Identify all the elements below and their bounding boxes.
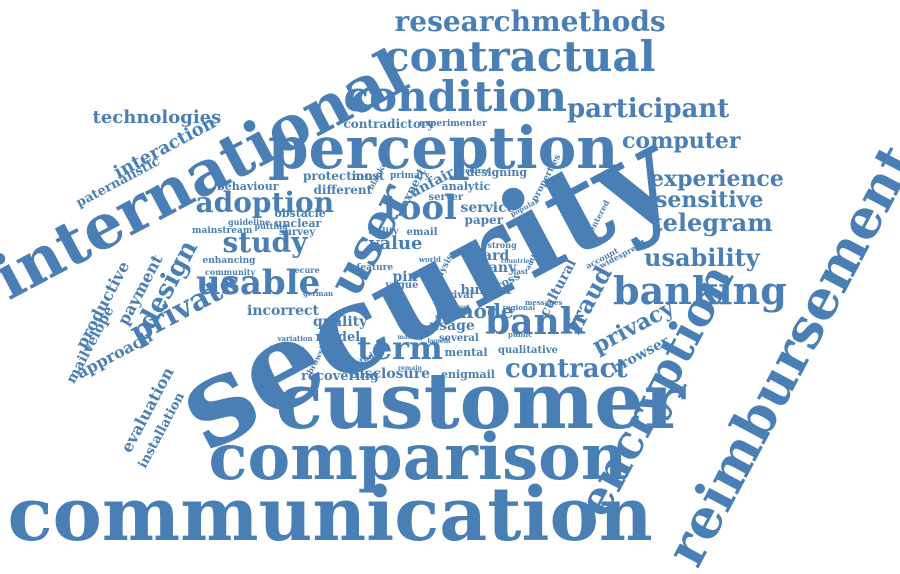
- word-customer: customer: [275, 356, 685, 447]
- word-unclear: unclear: [274, 216, 322, 230]
- word-qualitative: qualitative: [498, 345, 559, 356]
- word-enigmail: enigmail: [441, 367, 495, 381]
- word-value: value: [369, 233, 423, 254]
- word-server: server: [428, 192, 464, 203]
- word-remain: remain: [398, 365, 422, 372]
- word-recovering: recovering: [301, 368, 379, 384]
- word-technologies: technologies: [92, 107, 222, 128]
- word-mainstream: mainstream: [192, 225, 253, 236]
- word-regional: regional: [502, 302, 536, 312]
- word-public: public: [508, 329, 533, 339]
- word-quality: quality: [313, 314, 368, 330]
- word-enhancing: enhancing: [202, 255, 256, 266]
- word-survey: survey: [279, 227, 316, 238]
- word-sensitive: sensitive: [655, 187, 764, 213]
- word-protection: protection: [303, 169, 374, 183]
- word-variation: variation: [277, 333, 313, 343]
- word-several: several: [439, 333, 479, 344]
- word-vague: vague: [385, 280, 419, 291]
- word-tool: tool: [383, 188, 457, 228]
- word-behaviour: behaviour: [217, 179, 279, 193]
- word-contractual: contractual: [384, 32, 656, 81]
- word-many: many: [474, 260, 517, 276]
- word-model: model: [315, 329, 361, 345]
- word-making: making: [397, 334, 423, 341]
- word-messages: messages: [525, 297, 563, 307]
- word-simple: simple: [435, 311, 462, 321]
- word-putting: putting: [254, 221, 288, 231]
- word-primary: primary: [390, 170, 430, 181]
- word-utility: utility: [368, 226, 399, 237]
- word-incorrect: incorrect: [247, 303, 320, 319]
- word-usability: usability: [644, 243, 760, 272]
- word-analytic: analytic: [441, 179, 491, 193]
- word-telegram: telegram: [651, 208, 773, 237]
- word-term: term: [357, 329, 443, 367]
- word-community: community: [205, 267, 256, 277]
- word-most: most: [351, 169, 385, 183]
- word-german: german: [303, 288, 334, 298]
- word-card: card: [474, 248, 510, 264]
- word-mental: mental: [444, 345, 488, 359]
- word-bank: bank: [485, 301, 585, 343]
- word-human: human: [460, 282, 512, 298]
- word-centred: centred: [461, 165, 492, 175]
- word-study: study: [222, 226, 308, 259]
- word-service: service: [460, 200, 516, 216]
- word-contract: contract: [505, 354, 628, 384]
- word-benefit: benefit: [427, 338, 451, 345]
- word-pin: pin: [392, 269, 418, 285]
- word-computer: computer: [622, 128, 741, 154]
- word-experience: experience: [650, 166, 784, 192]
- word-mode: mode: [452, 299, 514, 323]
- word-condition: condition: [343, 72, 567, 121]
- word-comparison: comparison: [208, 420, 628, 495]
- word-arrival: arrival: [436, 290, 474, 301]
- word-feature: feature: [356, 262, 394, 273]
- word-heuristic: heuristic: [269, 343, 305, 353]
- word-designing: designing: [466, 165, 528, 179]
- word-secure: secure: [290, 265, 320, 275]
- word-contradictory: contradictory: [343, 117, 435, 131]
- word-conduct: conduct: [442, 304, 470, 311]
- word-different: different: [313, 183, 373, 197]
- word-email: email: [406, 227, 438, 238]
- word-strong: strong: [487, 240, 517, 250]
- word-banking: banking: [613, 268, 787, 313]
- word-fast: fast: [513, 266, 529, 276]
- word-researchmethods: researchmethods: [394, 5, 666, 38]
- word-usable: usable: [196, 263, 321, 303]
- word-perception: perception: [268, 114, 619, 182]
- word-obstacle: obstacle: [274, 206, 326, 220]
- word-disclosure: disclosure: [349, 366, 431, 382]
- word-usage: usage: [429, 318, 475, 334]
- word-participant: participant: [567, 94, 730, 124]
- word-communication: communication: [7, 472, 653, 558]
- word-paper: paper: [464, 213, 504, 227]
- word-adoption: adoption: [195, 186, 335, 219]
- word-world: world: [419, 254, 441, 264]
- word-countries: countries: [501, 258, 533, 265]
- word-experimenter: experimenter: [419, 118, 487, 129]
- word-guideline: guideline: [228, 217, 271, 227]
